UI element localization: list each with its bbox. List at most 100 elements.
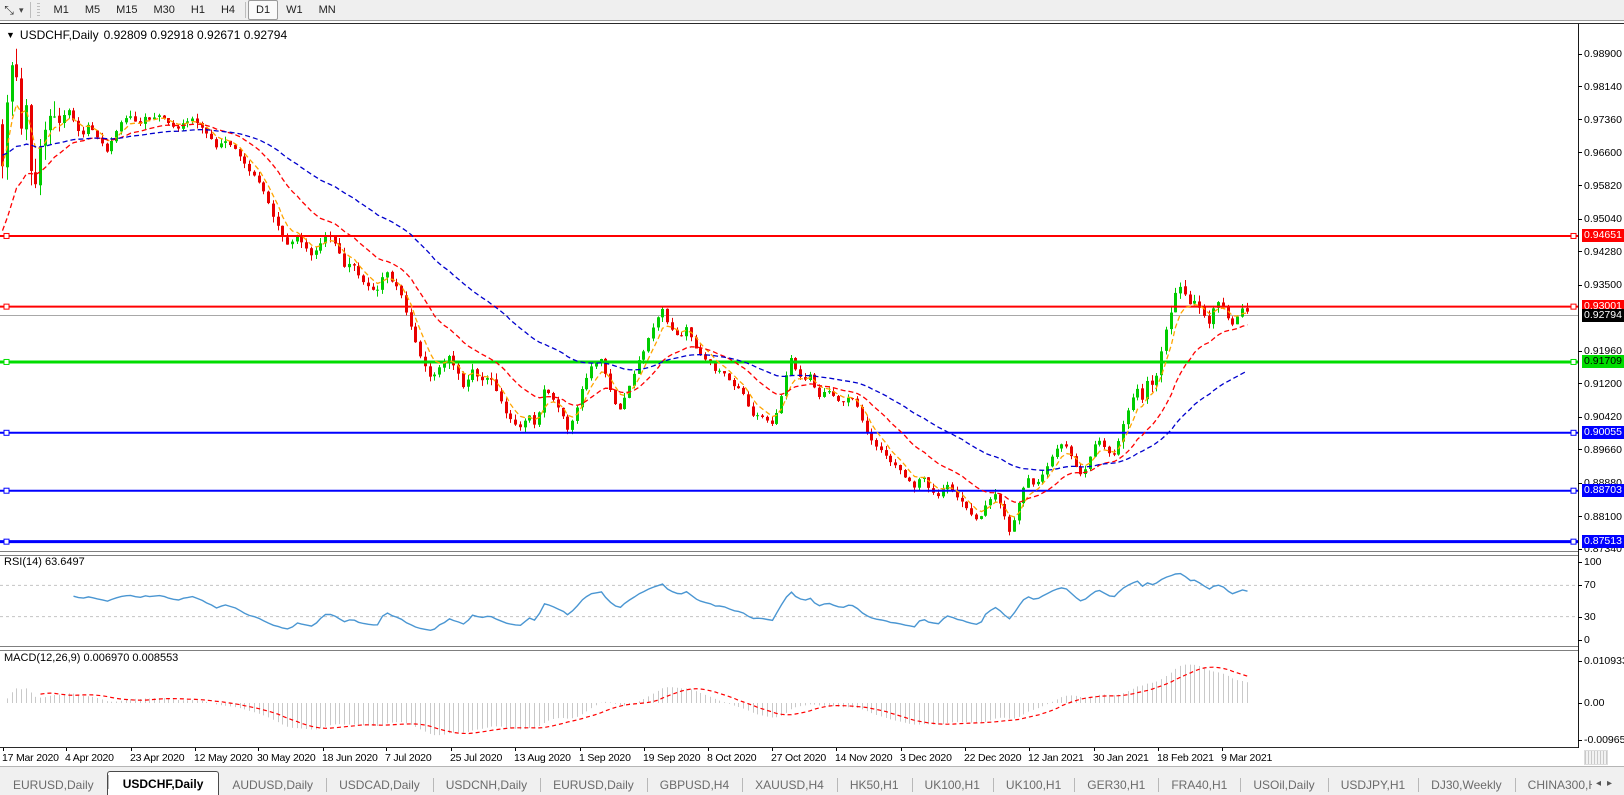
- chart-tab-ger30-h1[interactable]: GER30,H1: [1074, 775, 1158, 795]
- rsi-axis-label: 0: [1584, 634, 1590, 646]
- main-chart-canvas[interactable]: [0, 24, 1578, 551]
- price-axis-label: 0.95820: [1584, 179, 1622, 192]
- tab-scroll-arrows: ◂ ▸: [1596, 771, 1612, 795]
- price-axis-tick: [1578, 350, 1582, 352]
- date-label: 12 Jan 2021: [1028, 752, 1084, 764]
- date-tick: [515, 748, 516, 751]
- chart-tab-gbpusd-h4[interactable]: GBPUSD,H4: [646, 775, 742, 795]
- price-axis-tick: [1578, 53, 1582, 55]
- chart-tab-usoil-daily[interactable]: USOil,Daily: [1240, 775, 1327, 795]
- chart-tab-eurusd-daily[interactable]: EURUSD,Daily: [540, 775, 647, 795]
- current-price-tag: 0.92794: [1582, 308, 1624, 322]
- chart-bottom-border: [0, 747, 1579, 748]
- rsi-axis-label: 100: [1584, 556, 1602, 568]
- chart-tab-eurusd-daily[interactable]: EURUSD,Daily: [13, 778, 94, 792]
- rsi-axis-tick: [1578, 585, 1582, 587]
- price-axis-label: 0.94280: [1584, 245, 1622, 258]
- macd-axis-label: -0.009653: [1584, 734, 1624, 747]
- timeframe-button-m15[interactable]: M15: [116, 4, 138, 16]
- chart-tab-audusd-daily[interactable]: AUDUSD,Daily: [232, 778, 314, 792]
- date-tick: [66, 748, 67, 751]
- chart-scroll-grip[interactable]: [1584, 750, 1608, 765]
- timeframe-button-m5[interactable]: M5: [84, 4, 101, 16]
- chart-tab-usdcnh-daily[interactable]: USDCNH,Daily: [432, 775, 540, 795]
- price-axis-tick: [1578, 383, 1582, 385]
- chart-symbol-dropdown-icon[interactable]: ▼: [6, 30, 15, 40]
- price-line-tag: 0.91709: [1582, 355, 1624, 369]
- price-axis-label: 0.88100: [1584, 510, 1622, 523]
- price-axis-tick: [1578, 152, 1582, 153]
- chart-tab-hk50-h1[interactable]: HK50,H1: [836, 775, 912, 795]
- chart-tab-china300-h1[interactable]: CHINA300,H1: [1514, 775, 1592, 795]
- timeframe-button-h4[interactable]: H4: [220, 4, 236, 16]
- macd-canvas[interactable]: [0, 651, 1578, 747]
- chart-tab-usdcad-daily[interactable]: USDCAD,Daily: [326, 775, 433, 795]
- date-label: 22 Dec 2020: [964, 752, 1022, 764]
- price-axis-label: 0.95040: [1584, 213, 1622, 226]
- chart-tab-fra40-h1[interactable]: FRA40,H1: [1158, 775, 1240, 795]
- macd-axis-tick: [1578, 740, 1582, 742]
- chart-tab-dj30-weekly[interactable]: DJ30,Weekly: [1418, 775, 1514, 795]
- date-tick: [1094, 748, 1095, 751]
- date-axis[interactable]: 17 Mar 2020 4 Apr 2020 23 Apr 2020 12 May 2…: [0, 748, 1624, 766]
- date-tick: [580, 748, 581, 751]
- date-tick: [195, 748, 196, 751]
- date-label: 3 Dec 2020: [900, 752, 952, 764]
- price-axis-label: 0.96600: [1584, 146, 1622, 159]
- pane-splitter-macd[interactable]: [0, 646, 1579, 651]
- rsi-canvas[interactable]: [0, 556, 1578, 647]
- rsi-pane[interactable]: [0, 556, 1578, 647]
- tab-scroll-left-icon[interactable]: ◂: [1596, 777, 1602, 789]
- tool-dropdown-caret-icon[interactable]: ▾: [19, 4, 24, 15]
- chart-tab-uk100-h1[interactable]: UK100,H1: [911, 775, 993, 795]
- date-label: 18 Feb 2021: [1157, 752, 1214, 764]
- price-axis-tick: [1578, 284, 1582, 286]
- candles: [1, 48, 1249, 536]
- timeframe-button-mn[interactable]: MN: [318, 4, 336, 16]
- price-axis-label: 0.98140: [1584, 80, 1622, 93]
- timeframe-button-h1[interactable]: H1: [190, 4, 205, 16]
- tab-scroll-right-icon[interactable]: ▸: [1607, 777, 1613, 789]
- chart-tab-usdchf-daily[interactable]: USDCHF,Daily: [106, 771, 220, 795]
- date-label: 30 Jan 2021: [1093, 752, 1149, 764]
- date-label: 9 Mar 2021: [1221, 752, 1273, 764]
- price-axis[interactable]: 0.98900 0.98140 0.97360 0.96600 0.95820 0.950…: [1578, 0, 1624, 794]
- date-tick: [1029, 748, 1030, 751]
- pane-splitter-rsi[interactable]: [0, 551, 1579, 556]
- date-label: 30 May 2020: [257, 752, 316, 764]
- rsi-label: RSI(14) 63.6497: [4, 556, 85, 568]
- chart-window-top-border: [0, 23, 1624, 24]
- date-label: 17 Mar 2020: [2, 752, 59, 764]
- date-label: 8 Oct 2020: [707, 752, 757, 764]
- date-tick: [451, 748, 452, 751]
- rsi-axis-tick: [1578, 616, 1582, 618]
- date-label: 23 Apr 2020: [130, 752, 185, 764]
- timeframe-button-m30[interactable]: M30: [153, 4, 175, 16]
- chart-tab-bar: EURUSD,Daily USDCHF,Daily AUDUSD,Daily USDC…: [0, 766, 1624, 795]
- date-tick: [323, 748, 324, 751]
- price-axis-tick: [1578, 548, 1582, 550]
- chart-tab-usdjpy-h1[interactable]: USDJPY,H1: [1327, 775, 1418, 795]
- top-toolbar: ⤡ ▾ M1 M5 M15 M30 H1 H4 D1 W1 MN: [0, 0, 1624, 21]
- timeframe-button-m1[interactable]: M1: [53, 4, 69, 16]
- timeframe-button-w1[interactable]: W1: [286, 4, 303, 16]
- price-axis-label: 0.89660: [1584, 443, 1622, 456]
- toolbar-separator: [245, 2, 247, 18]
- main-chart-pane[interactable]: [0, 24, 1578, 551]
- date-tick: [965, 748, 966, 751]
- chart-ohlc-values: 0.92809 0.92918 0.92671 0.92794: [103, 28, 288, 42]
- macd-pane[interactable]: [0, 651, 1578, 747]
- price-axis-tick: [1578, 86, 1582, 88]
- toolbar-drag-grip[interactable]: [36, 3, 42, 17]
- chart-tab-uk100-h1[interactable]: UK100,H1: [992, 775, 1074, 795]
- horizontal-lines[interactable]: [0, 232, 1578, 545]
- price-axis-label: 0.90420: [1584, 411, 1622, 424]
- timeframe-button-d1[interactable]: D1: [248, 0, 279, 20]
- chart-tab-xauusd-h4[interactable]: XAUUSD,H4: [742, 775, 837, 795]
- price-axis-tick: [1578, 119, 1582, 121]
- macd-axis-tick: [1578, 703, 1582, 704]
- toolbar-separator: [29, 2, 31, 18]
- date-label: 13 Aug 2020: [514, 752, 571, 764]
- date-label: 14 Nov 2020: [835, 752, 893, 764]
- crosshair-tool-icon[interactable]: ⤡: [4, 2, 14, 17]
